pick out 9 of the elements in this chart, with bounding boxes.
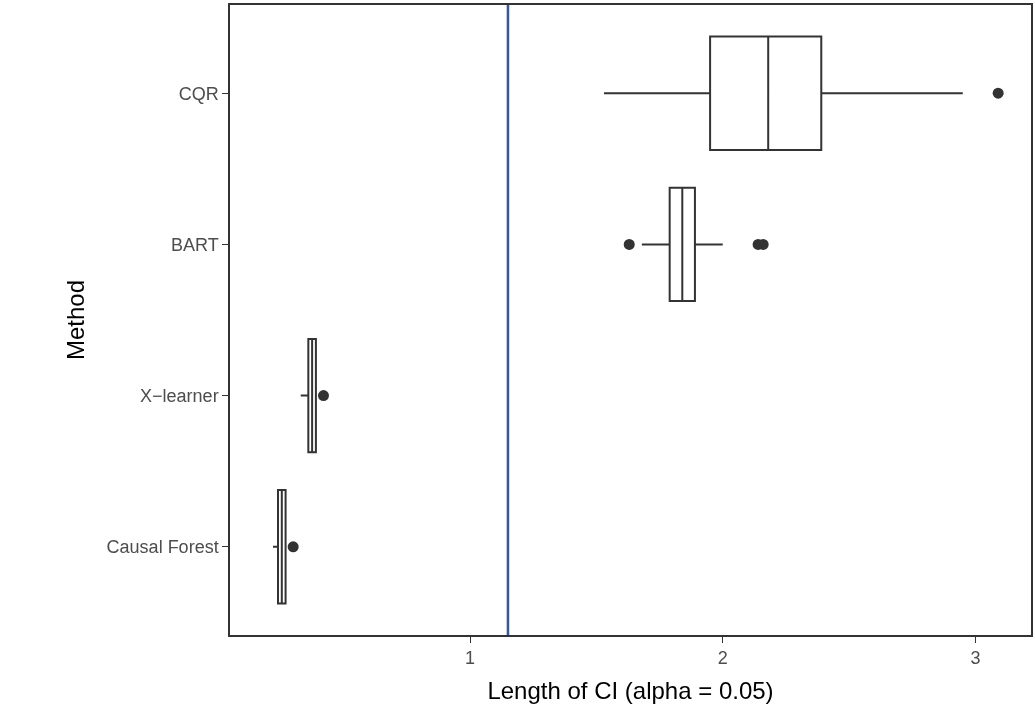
x-tick-label: 3 <box>970 648 981 669</box>
x-tick-label: 2 <box>717 648 728 669</box>
y-tick-label: BART <box>170 234 219 255</box>
x-axis-title: Length of CI (alpha = 0.05) <box>487 677 774 705</box>
y-tick-label: X−learner <box>140 385 219 406</box>
y-tick-label: CQR <box>178 83 219 104</box>
x-tick-label: 1 <box>465 648 476 669</box>
y-tick-label: Causal Forest <box>106 537 219 558</box>
y-axis-title: Method <box>62 279 90 361</box>
